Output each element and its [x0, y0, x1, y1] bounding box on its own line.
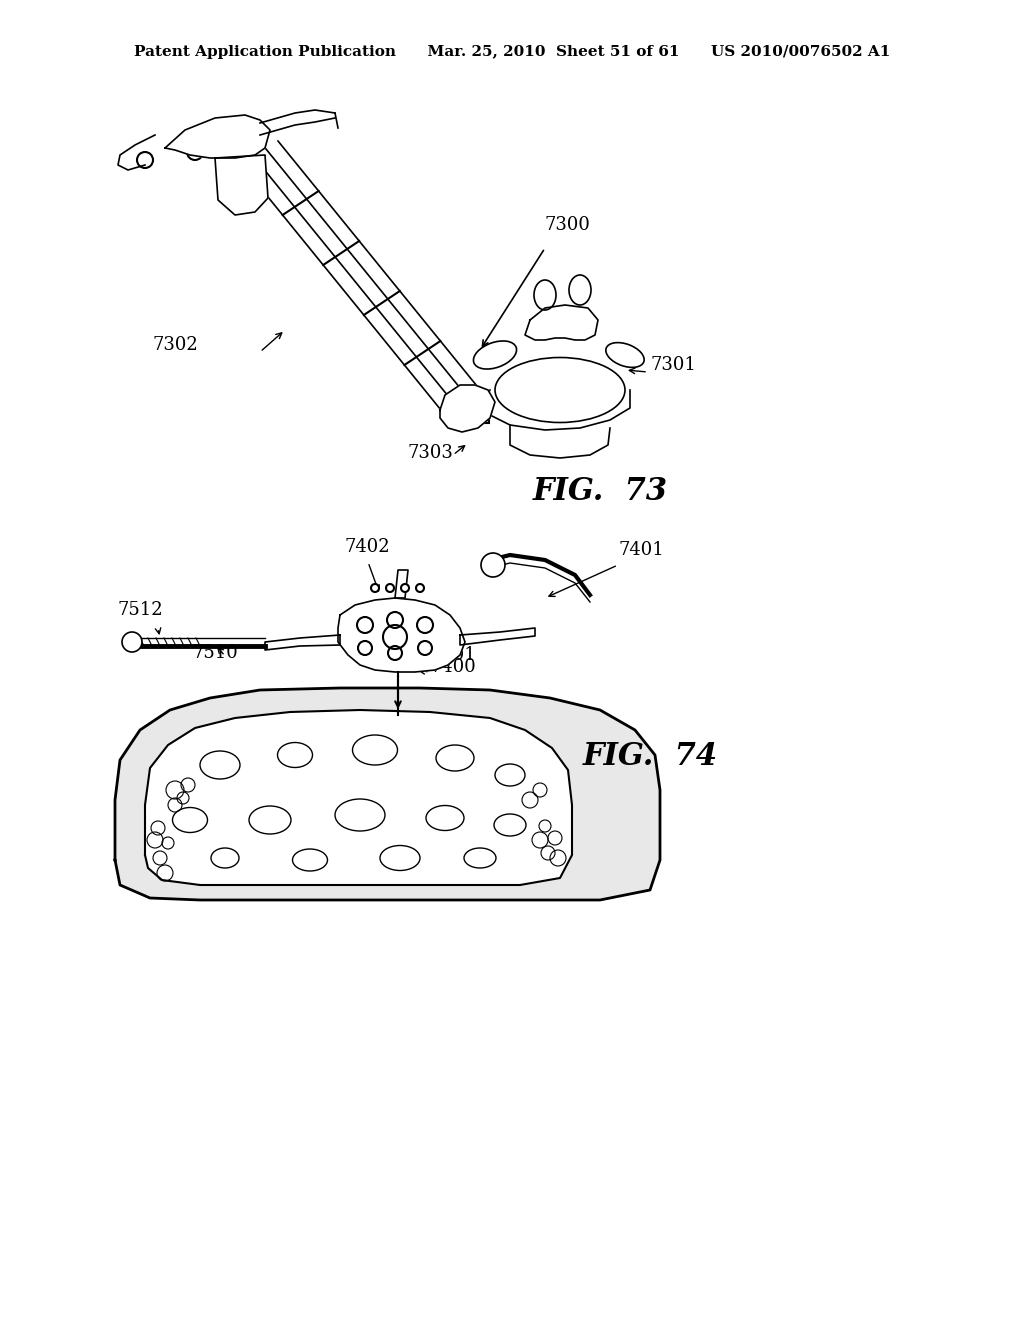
Text: 7512: 7512 [117, 601, 163, 619]
Text: 7501: 7501 [430, 645, 476, 664]
Polygon shape [338, 598, 465, 672]
Polygon shape [440, 385, 495, 432]
Polygon shape [215, 154, 268, 215]
Bar [452, 411, 470, 422]
Polygon shape [265, 635, 340, 649]
Text: Patent Application Publication      Mar. 25, 2010  Sheet 51 of 61      US 2010/0: Patent Application Publication Mar. 25, … [134, 45, 890, 59]
Text: FIG.  73: FIG. 73 [532, 477, 668, 507]
Polygon shape [115, 688, 660, 900]
Text: 7400: 7400 [430, 657, 476, 676]
Text: 7301: 7301 [650, 356, 696, 374]
Circle shape [122, 632, 142, 652]
Polygon shape [165, 115, 270, 158]
Text: 7402: 7402 [345, 539, 390, 556]
Text: 7303: 7303 [408, 444, 453, 462]
Text: FIG.  74: FIG. 74 [583, 741, 718, 772]
Circle shape [371, 583, 379, 591]
Polygon shape [395, 570, 408, 598]
Text: 7401: 7401 [618, 541, 664, 558]
Circle shape [481, 553, 505, 577]
Polygon shape [460, 628, 535, 645]
Polygon shape [145, 710, 572, 884]
Circle shape [416, 583, 424, 591]
Circle shape [401, 583, 409, 591]
Bar [473, 411, 489, 422]
Text: 7302: 7302 [153, 337, 198, 354]
Text: 7510: 7510 [193, 644, 238, 663]
Text: 7300: 7300 [545, 216, 591, 234]
Circle shape [386, 583, 394, 591]
